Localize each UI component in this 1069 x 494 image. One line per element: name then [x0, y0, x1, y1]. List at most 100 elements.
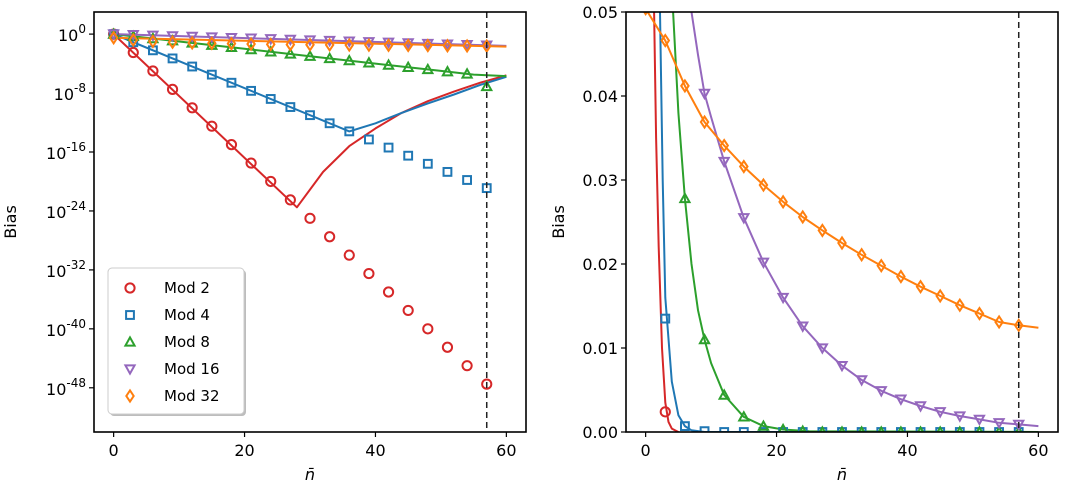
data-point	[719, 138, 730, 153]
x-tick-label: 20	[234, 441, 254, 460]
data-point	[146, 30, 160, 42]
y-tick-label: 10-32	[46, 258, 86, 281]
series-line-mod-4	[659, 12, 1039, 432]
data-point	[264, 34, 278, 46]
data-point	[717, 388, 731, 400]
data-point	[973, 414, 986, 427]
x-tick-label: 60	[496, 441, 516, 460]
data-point	[303, 49, 317, 61]
data-point	[364, 37, 374, 53]
y-axis-label: Bias	[549, 205, 568, 239]
plot-area	[107, 27, 507, 390]
data-point	[835, 360, 849, 373]
x-tick-label: 40	[897, 441, 917, 460]
data-point	[284, 47, 297, 59]
data-point	[363, 134, 374, 145]
data-point	[896, 269, 906, 284]
y-tick-exponent: -24	[66, 199, 86, 213]
y-tick-label: 0.01	[582, 339, 618, 358]
y-tick-base: 10	[46, 203, 66, 222]
data-point	[660, 313, 671, 324]
data-point	[757, 419, 770, 431]
y-tick-base: 10	[46, 380, 66, 399]
y-tick-exponent: -48	[66, 376, 86, 390]
legend-marker	[125, 310, 135, 320]
data-point	[1012, 419, 1026, 432]
data-point	[362, 56, 376, 68]
left-panel: 0 20 40 6010010-810-1610-2410-3210-4010-48n…	[1, 11, 527, 484]
y-tick-label: 0.05	[582, 3, 618, 22]
data-point	[422, 38, 433, 53]
axes-frame	[93, 11, 527, 433]
legend-box	[107, 267, 245, 415]
data-point	[206, 120, 218, 132]
data-point	[460, 67, 474, 79]
data-point	[264, 45, 278, 57]
data-point	[680, 78, 690, 94]
data-point	[402, 304, 414, 317]
data-point	[816, 343, 829, 355]
data-point	[699, 426, 710, 432]
data-point	[166, 31, 179, 43]
data-point	[187, 35, 198, 51]
data-point	[342, 53, 356, 66]
data-point	[226, 36, 237, 52]
data-point	[403, 150, 414, 161]
data-point	[481, 38, 492, 54]
data-point	[894, 394, 908, 406]
data-point	[166, 83, 179, 95]
data-point	[953, 411, 967, 423]
y-tick-label: 10-16	[46, 140, 86, 163]
y-tick-exponent: -32	[66, 258, 86, 272]
data-point	[442, 38, 453, 54]
legend-label: Mod 4	[164, 306, 210, 324]
data-point	[776, 292, 790, 305]
data-point	[265, 94, 276, 104]
data-point	[246, 85, 257, 96]
data-point	[462, 175, 473, 185]
series-line-mod-32	[113, 36, 507, 48]
data-point	[777, 422, 789, 432]
series-line-mod-16	[690, 12, 1039, 428]
series-line-mod-8	[672, 12, 1039, 432]
y-tick-label: 0.04	[582, 87, 618, 106]
data-point	[127, 46, 139, 59]
y-tick-exponent: -40	[66, 317, 86, 331]
data-point	[441, 65, 454, 77]
data-point	[344, 37, 355, 53]
data-point	[796, 321, 810, 333]
data-point	[244, 42, 258, 55]
data-point	[206, 35, 217, 51]
y-tick-label: 10-24	[46, 199, 86, 222]
data-point	[324, 37, 335, 53]
legend-label: Mod 8	[164, 333, 210, 351]
series-line-mod-2	[653, 12, 679, 432]
data-point	[284, 194, 296, 206]
data-point	[186, 102, 198, 114]
data-point	[383, 142, 394, 153]
data-point	[304, 212, 316, 224]
right-panel: 0 20 40 60 0.00 0.01 0.02 0.03 0.04 0.05 n̄ Bias	[549, 3, 1059, 484]
data-point	[167, 53, 178, 64]
legend-marker	[123, 364, 137, 376]
data-point	[481, 378, 493, 390]
data-point	[303, 35, 317, 47]
data-point	[837, 235, 847, 251]
data-point	[343, 249, 355, 261]
y-tick-exponent: -8	[74, 81, 86, 95]
y-tick-base: 10	[46, 144, 66, 163]
data-point	[383, 37, 394, 53]
data-point	[855, 375, 868, 387]
data-point	[244, 33, 258, 45]
data-point	[363, 267, 375, 280]
x-tick-label: 0	[109, 441, 119, 460]
data-point	[422, 323, 434, 335]
x-tick-label: 20	[766, 441, 786, 460]
y-tick-label: 10-40	[46, 317, 86, 340]
data-point	[797, 209, 808, 225]
legend-label: Mod 16	[164, 360, 220, 378]
data-point	[324, 118, 335, 129]
data-point	[678, 191, 692, 204]
data-point	[915, 279, 926, 295]
